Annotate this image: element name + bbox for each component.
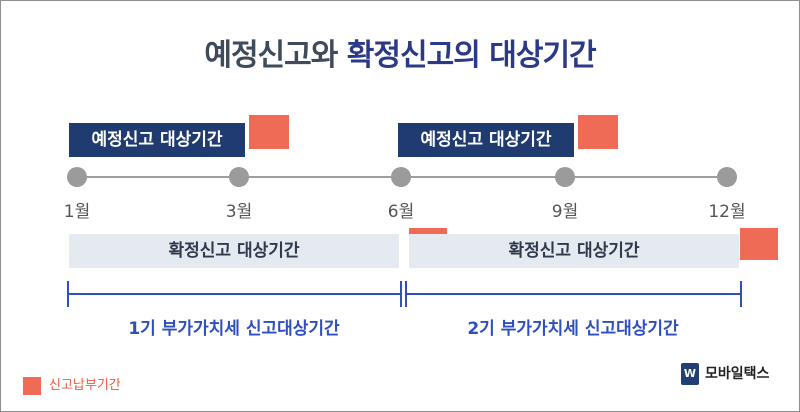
filing-period-marker-q1 [249,115,289,149]
month-label-jan: 1월 [63,202,91,222]
timeline-dot-sep [555,167,575,187]
filing-period-marker-h2 [740,228,778,260]
title-part-2: 확정신고의 대상기간 [346,38,597,73]
bracket-second-line [405,293,741,295]
final-period-band-left: 확정신고 대상기간 [69,234,399,268]
legend-label: 신고납부기간 [49,378,121,393]
preliminary-period-label-left: 예정신고 대상기간 [69,123,245,157]
month-label-mar: 3월 [225,202,253,222]
month-label-jun: 6월 [387,202,415,222]
title-part-1: 예정신고와 [204,38,338,73]
brand-logo-text: 모바일택스 [705,366,770,382]
timeline-dot-jan [67,167,87,187]
bracket-first-line [67,293,401,295]
timeline-dot-dec [717,167,737,187]
bracket-second-end [740,281,742,307]
filing-period-marker-q3 [578,115,618,149]
month-label-dec: 12월 [708,202,746,222]
timeline-dot-jun [391,167,411,187]
preliminary-period-label-right: 예정신고 대상기간 [398,123,574,157]
timeline-dot-mar [229,167,249,187]
legend-swatch [23,377,41,395]
bracket-first-end [400,281,402,307]
diagram-title: 예정신고와 확정신고의 대상기간 [1,31,799,81]
vat-period-label-first: 1기 부가가치세 신고대상기간 [128,319,340,339]
month-label-sep: 9월 [551,202,579,222]
brand-logo-icon: W [681,363,699,385]
vat-period-label-second: 2기 부가가치세 신고대상기간 [467,319,679,339]
final-period-band-right: 확정신고 대상기간 [409,234,739,268]
